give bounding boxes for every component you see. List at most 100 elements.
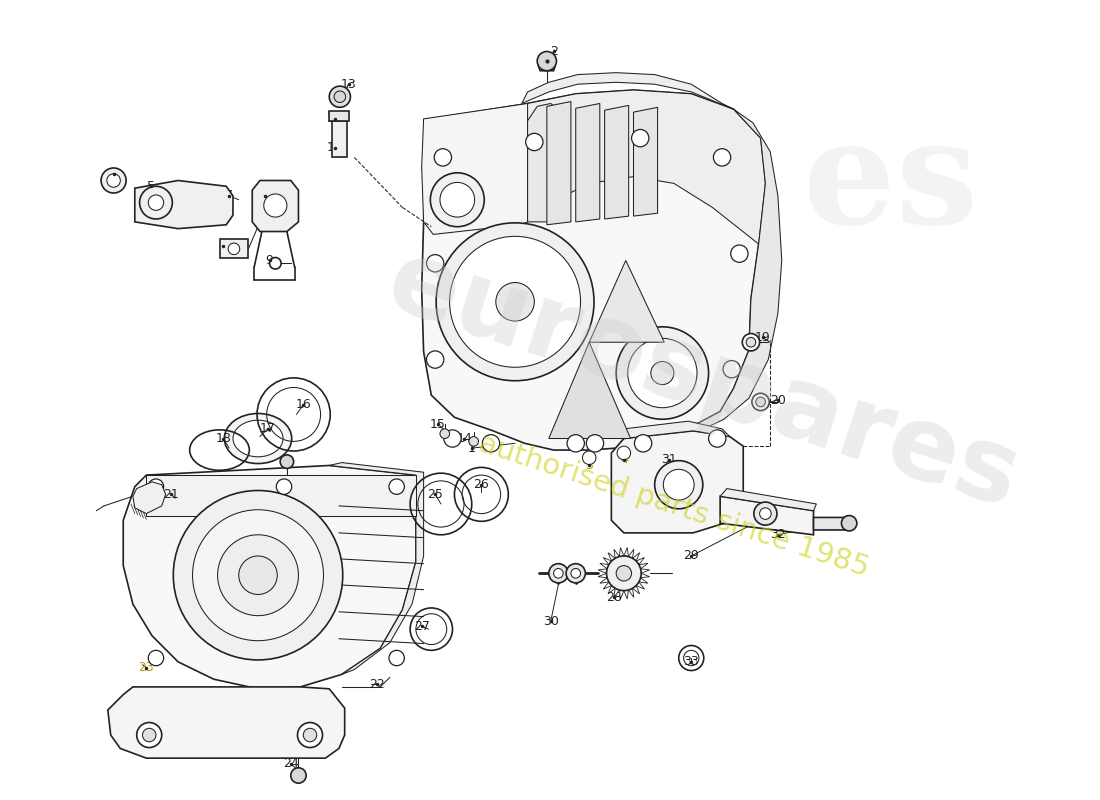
Text: 3: 3 [585,459,593,472]
Polygon shape [510,90,766,244]
Text: 22: 22 [370,678,385,690]
Polygon shape [608,586,615,594]
Circle shape [270,258,282,269]
Circle shape [450,236,581,367]
Circle shape [427,351,443,368]
Text: 1: 1 [468,442,475,454]
Polygon shape [598,574,607,578]
Polygon shape [329,462,424,674]
Polygon shape [634,107,658,216]
Circle shape [264,194,287,217]
Polygon shape [600,563,609,569]
Polygon shape [619,590,624,599]
Polygon shape [575,103,600,222]
Text: 16: 16 [296,398,311,411]
Circle shape [334,91,345,102]
Circle shape [616,327,708,419]
Polygon shape [639,578,648,583]
Polygon shape [612,431,744,533]
Polygon shape [123,466,416,689]
Circle shape [482,434,499,452]
Polygon shape [108,687,344,758]
Circle shape [616,566,631,581]
Polygon shape [608,553,615,561]
Polygon shape [549,342,630,438]
Polygon shape [720,496,814,534]
Polygon shape [632,586,640,594]
Polygon shape [421,103,528,234]
Circle shape [654,461,703,509]
Polygon shape [640,574,650,578]
Text: 30: 30 [542,615,559,628]
Text: 25: 25 [427,488,443,501]
Circle shape [754,502,777,525]
Text: 23: 23 [139,661,154,674]
Polygon shape [619,547,624,557]
Circle shape [329,86,351,107]
Circle shape [752,394,769,410]
Polygon shape [421,90,766,450]
Circle shape [443,430,461,447]
Circle shape [427,254,443,272]
Polygon shape [636,582,645,589]
Circle shape [239,556,277,594]
Polygon shape [590,261,664,342]
Circle shape [553,569,563,578]
Polygon shape [614,588,619,598]
Circle shape [143,728,156,742]
Text: 2: 2 [550,45,558,58]
Circle shape [297,722,322,747]
Text: 7: 7 [226,190,233,202]
Circle shape [192,510,323,641]
Circle shape [635,434,652,452]
Circle shape [218,534,298,616]
Circle shape [436,223,594,381]
Circle shape [148,195,164,210]
Text: 26: 26 [473,478,490,491]
Text: authorised parts since 1985: authorised parts since 1985 [475,430,872,582]
Circle shape [389,479,405,494]
Text: 19: 19 [755,331,770,344]
Text: 31: 31 [661,453,676,466]
Circle shape [389,650,405,666]
Polygon shape [624,590,628,599]
Circle shape [631,130,649,146]
Circle shape [617,446,630,460]
Text: 13: 13 [341,78,356,90]
Circle shape [714,149,730,166]
Circle shape [136,722,162,747]
Text: 8: 8 [219,239,228,253]
Polygon shape [636,558,645,565]
Text: 14: 14 [456,432,472,445]
Ellipse shape [233,420,283,457]
Circle shape [430,173,484,226]
Circle shape [756,397,766,406]
Text: 32: 32 [770,528,785,542]
Circle shape [140,186,173,219]
Polygon shape [598,569,607,574]
Circle shape [628,338,697,408]
Circle shape [663,470,694,500]
Circle shape [742,334,760,351]
Circle shape [760,508,771,519]
Polygon shape [528,103,559,222]
Text: 17: 17 [260,422,276,435]
Polygon shape [628,550,634,558]
Text: 29: 29 [683,550,700,562]
Text: 24: 24 [283,758,298,770]
Circle shape [566,564,585,583]
Text: 4: 4 [620,453,628,466]
Circle shape [228,243,240,254]
Circle shape [440,182,474,217]
Circle shape [723,361,740,378]
Polygon shape [624,547,628,557]
Text: 20: 20 [770,394,785,406]
Text: 12: 12 [327,112,343,126]
Text: 21: 21 [164,488,179,501]
Circle shape [290,768,306,783]
Text: 28: 28 [606,591,623,604]
Circle shape [276,479,292,494]
Text: 6: 6 [110,167,118,180]
Polygon shape [133,482,166,514]
Polygon shape [603,582,612,589]
